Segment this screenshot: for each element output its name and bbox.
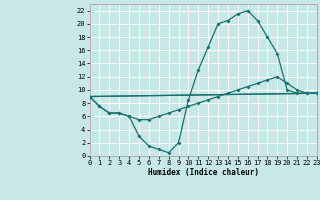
X-axis label: Humidex (Indice chaleur): Humidex (Indice chaleur) <box>148 168 259 177</box>
